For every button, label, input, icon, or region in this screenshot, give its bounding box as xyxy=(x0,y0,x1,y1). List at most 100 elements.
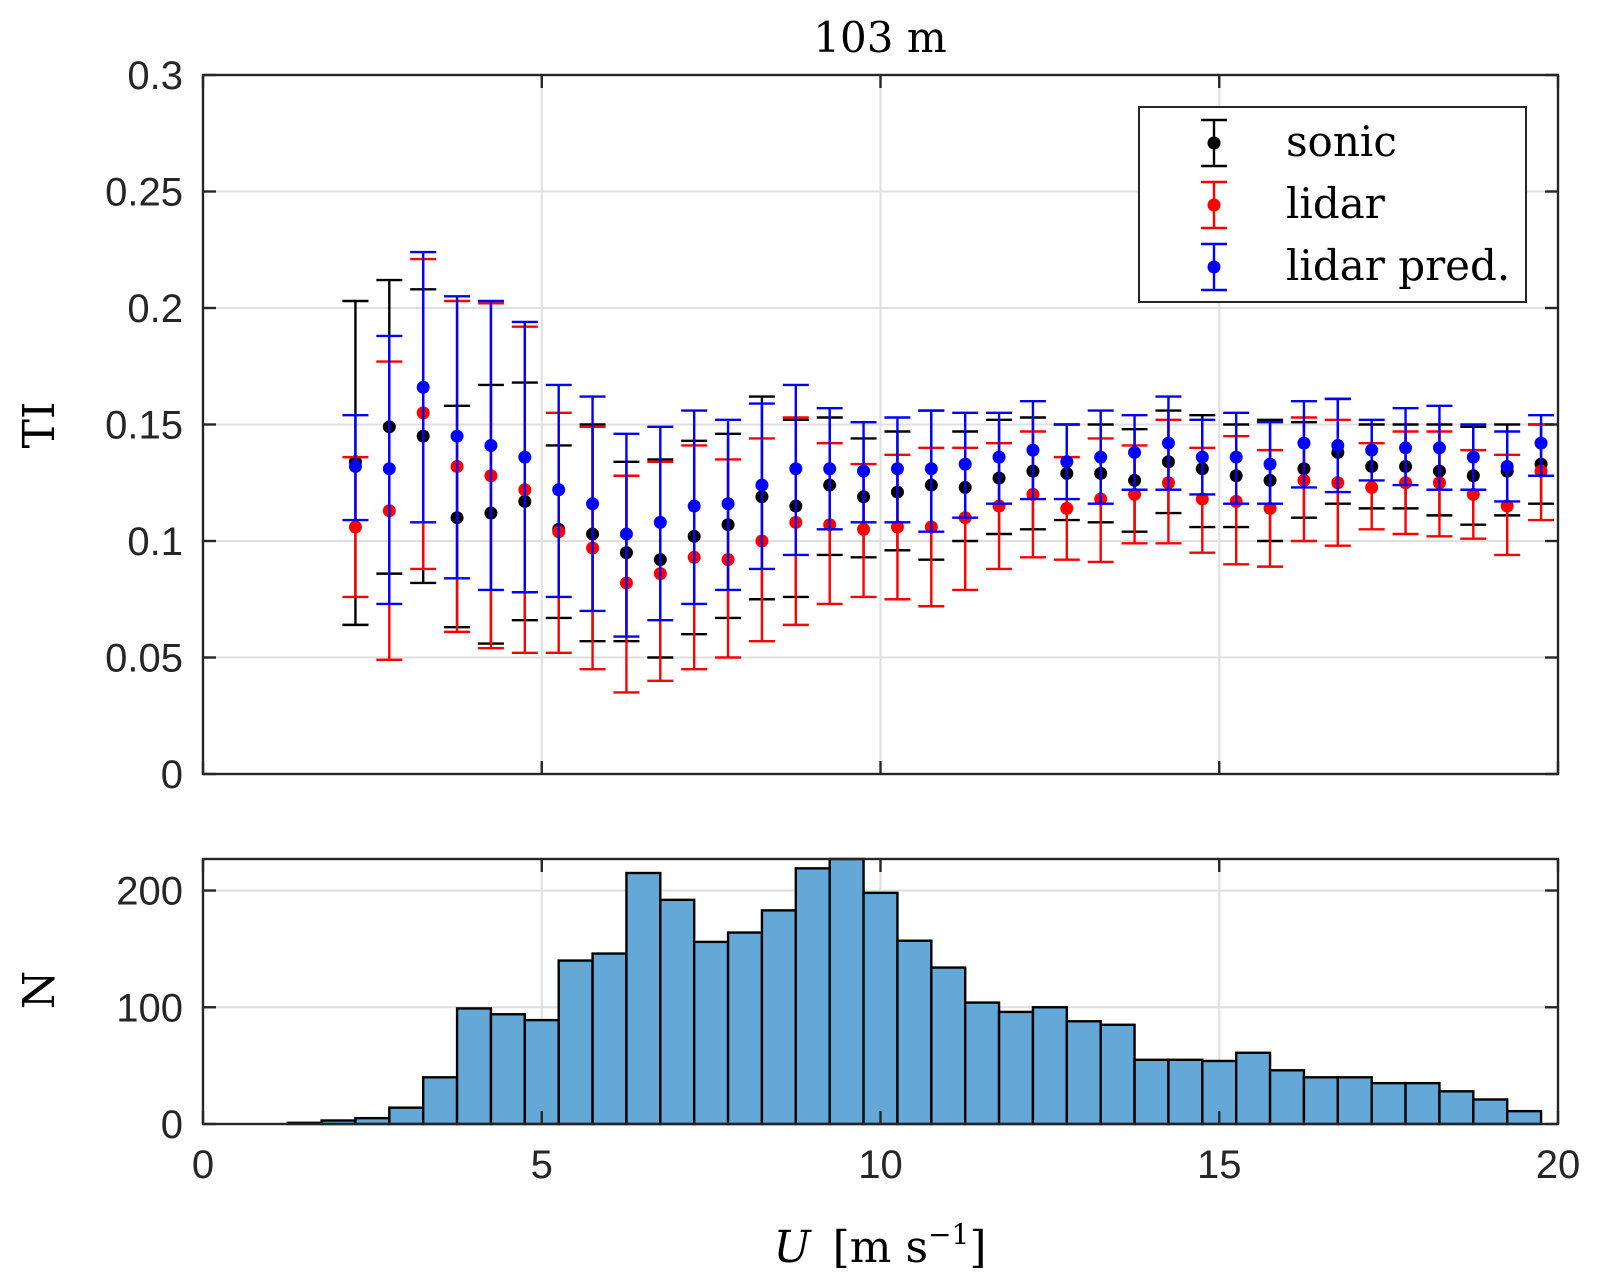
data-point xyxy=(1026,443,1040,457)
data-point xyxy=(1399,441,1413,455)
ti-y-tick-label: 0.25 xyxy=(105,171,183,215)
legend-label: sonic xyxy=(1286,117,1397,166)
histogram-bar xyxy=(997,1010,1035,1126)
y-axis-label-n: N xyxy=(14,971,65,1010)
ti-y-tick-label: 0.05 xyxy=(105,637,183,681)
histogram-bar xyxy=(523,1018,560,1126)
histogram-bar xyxy=(828,857,865,1126)
data-point xyxy=(552,483,566,497)
data-point xyxy=(1195,492,1209,506)
histogram-bar xyxy=(930,966,967,1126)
y-axis-label-ti: TI xyxy=(14,402,65,449)
data-point xyxy=(1128,445,1142,459)
data-point xyxy=(1060,455,1074,469)
data-point xyxy=(653,515,667,529)
histogram-bar xyxy=(862,891,899,1126)
histogram-bar xyxy=(1438,1090,1475,1126)
x-axis-label-exponent: −1 xyxy=(928,1218,969,1251)
x-tick-label: 0 xyxy=(192,1143,214,1187)
data-point xyxy=(1161,436,1175,450)
data-point xyxy=(1365,480,1379,494)
data-point xyxy=(890,462,904,476)
data-point xyxy=(1432,441,1446,455)
legend-marker-icon xyxy=(1207,198,1221,212)
histogram-bar xyxy=(625,871,662,1126)
histogram-bar xyxy=(1472,1098,1509,1126)
data-point xyxy=(382,462,396,476)
data-point xyxy=(1128,487,1142,501)
x-axis-label-unit: [m s xyxy=(833,1222,928,1273)
data-point xyxy=(450,429,464,443)
data-point xyxy=(416,380,430,394)
data-point xyxy=(1229,450,1243,464)
histogram-bar xyxy=(1133,1058,1170,1126)
ti-y-tick-label: 0.3 xyxy=(127,54,183,98)
x-axis-label: U [m s−1] xyxy=(773,1218,986,1273)
data-point xyxy=(619,527,633,541)
data-point xyxy=(857,464,871,478)
x-tick-label: 15 xyxy=(1197,1143,1242,1187)
data-point xyxy=(687,499,701,513)
x-tick-label: 5 xyxy=(531,1143,553,1187)
data-point xyxy=(823,462,837,476)
series-lidar-pred xyxy=(342,250,1555,638)
data-point xyxy=(484,438,498,452)
legend-marker-icon xyxy=(1207,260,1221,274)
histogram-bar xyxy=(726,931,764,1126)
histogram-bar xyxy=(1336,1076,1373,1126)
data-point xyxy=(1500,459,1514,473)
histogram-bar xyxy=(760,909,798,1126)
x-tick-label: 10 xyxy=(858,1143,903,1187)
histogram-bar xyxy=(1302,1076,1340,1126)
ti-y-tick-label: 0.15 xyxy=(105,404,183,448)
histogram-bar xyxy=(794,867,831,1126)
histogram-bar xyxy=(1370,1081,1407,1126)
histogram-bar xyxy=(1505,1109,1543,1126)
legend-marker-icon xyxy=(1207,136,1221,150)
legend-item: lidar xyxy=(1201,179,1386,230)
data-point xyxy=(992,450,1006,464)
data-point xyxy=(1466,450,1480,464)
data-point xyxy=(958,457,972,471)
data-point xyxy=(755,478,769,492)
data-point xyxy=(924,462,938,476)
data-point xyxy=(1297,436,1311,450)
histogram-bar xyxy=(1099,1023,1136,1126)
ti-errorbars xyxy=(342,250,1555,694)
x-axis-label-close: ] xyxy=(969,1222,986,1273)
histogram-bar xyxy=(557,959,594,1126)
data-point xyxy=(1094,450,1108,464)
legend-item: lidar pred. xyxy=(1201,241,1510,292)
histogram-bar xyxy=(1234,1051,1272,1126)
histogram-bar xyxy=(692,940,730,1126)
data-point xyxy=(1534,436,1548,450)
data-point xyxy=(1500,499,1514,513)
ti-panel: 0 0.05 0.1 0.15 0.2 0.25 0.3 103 m TI sonic lid… xyxy=(14,13,1560,797)
ti-y-tick-label: 0 xyxy=(161,753,183,797)
data-point xyxy=(1195,450,1209,464)
histogram-bar xyxy=(659,898,696,1126)
histogram-bar xyxy=(388,1106,425,1126)
data-point xyxy=(890,520,904,534)
data-point xyxy=(1263,501,1277,515)
histogram-bar xyxy=(489,1013,527,1126)
histogram-bar xyxy=(1167,1058,1204,1126)
data-point xyxy=(1466,487,1480,501)
x-tick-label: 20 xyxy=(1536,1143,1581,1187)
histogram-bar xyxy=(1404,1081,1441,1126)
histogram-y-tick-label: 0 xyxy=(161,1103,183,1147)
data-point xyxy=(1263,457,1277,471)
data-point xyxy=(586,497,600,511)
histogram-y-tick-label: 100 xyxy=(116,986,183,1030)
legend-box xyxy=(1138,106,1527,303)
legend-item: sonic xyxy=(1201,117,1397,168)
histogram-bar xyxy=(421,1076,459,1126)
ti-y-tick-label: 0.1 xyxy=(127,520,183,564)
legend-label: lidar pred. xyxy=(1286,241,1510,290)
histogram-bar xyxy=(963,1001,1001,1126)
legend: sonic lidar lidar pred. xyxy=(1138,106,1527,303)
data-point xyxy=(857,522,871,536)
